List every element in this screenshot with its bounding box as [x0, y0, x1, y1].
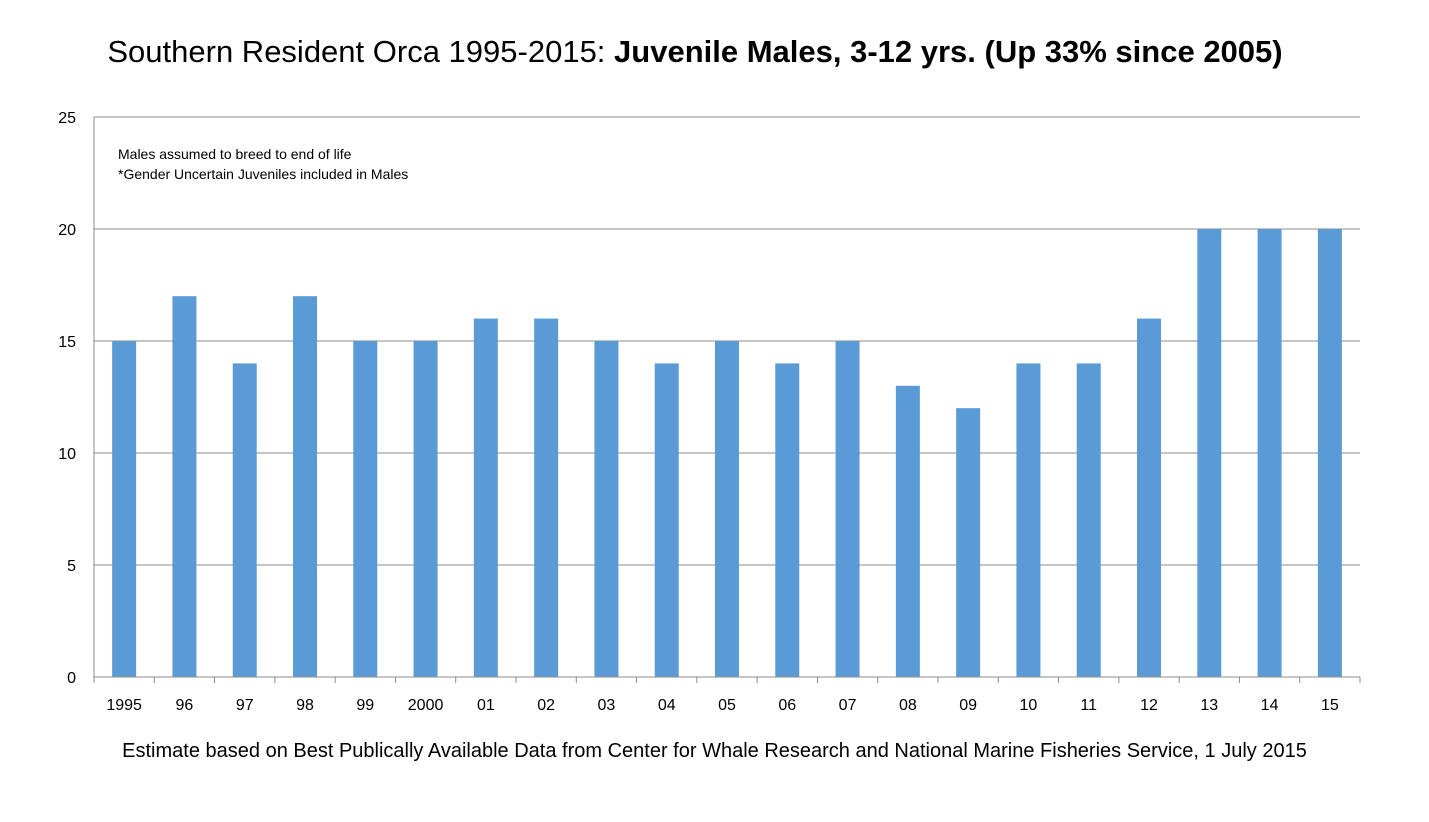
- y-tick-label: 5: [67, 558, 76, 575]
- axes: [93, 117, 1361, 683]
- bar: [895, 385, 920, 677]
- x-tick-label: 02: [537, 697, 555, 714]
- bar: [534, 318, 559, 677]
- x-tick-label: 11: [1080, 697, 1097, 714]
- chart-title-prefix: Southern Resident Orca 1995-2015:: [107, 34, 615, 69]
- bar: [1076, 363, 1101, 677]
- bar: [594, 341, 619, 677]
- bar: [172, 296, 197, 677]
- bar: [654, 363, 679, 677]
- x-tick-label: 10: [1020, 697, 1038, 714]
- annotations: Males assumed to breed to end of life *Ge…: [118, 146, 408, 182]
- x-tick-label: 98: [296, 697, 314, 714]
- bar: [232, 363, 257, 677]
- y-tick-label: 25: [58, 110, 76, 127]
- bar: [956, 408, 981, 677]
- bar: [353, 341, 378, 677]
- x-tick-label: 1995: [106, 697, 142, 714]
- y-tick-label: 15: [58, 334, 76, 351]
- x-tick-label: 06: [778, 697, 796, 714]
- x-tick-label: 97: [236, 697, 254, 714]
- bar: [112, 341, 137, 677]
- chart-title: Southern Resident Orca 1995-2015: Juveni…: [0, 34, 1390, 70]
- x-tick-label: 96: [176, 697, 194, 714]
- annotation: *Gender Uncertain Juveniles included in …: [118, 166, 408, 182]
- x-tick-label: 12: [1140, 697, 1158, 714]
- bar: [413, 341, 438, 677]
- bar: [1317, 229, 1342, 677]
- x-tick-label: 09: [959, 697, 977, 714]
- bar: [293, 296, 317, 677]
- x-tick-label: 07: [839, 697, 857, 714]
- x-tick-label: 08: [899, 697, 917, 714]
- source-note: Estimate based on Best Publically Availa…: [122, 740, 1307, 762]
- y-tick-label: 10: [58, 446, 76, 463]
- bar: [775, 363, 800, 677]
- x-tick-label: 2000: [408, 697, 444, 714]
- x-tick-label: 01: [477, 697, 495, 714]
- bar: [835, 341, 860, 677]
- bar: [1137, 318, 1161, 677]
- bars: [112, 229, 1342, 677]
- x-tick-label: 14: [1261, 697, 1279, 714]
- y-tick-label: 20: [58, 222, 76, 239]
- bar: [715, 341, 739, 677]
- chart-title-bold: Juvenile Males, 3-12 yrs. (Up 33% since …: [614, 34, 1283, 69]
- x-tick-label: 04: [658, 697, 676, 714]
- x-tick-label: 99: [356, 697, 374, 714]
- x-tick-label: 13: [1200, 697, 1218, 714]
- x-tick-labels: 1995 96 97 98 99 2000 01 02 03 04 05 06 07 08 09 10 11 12…: [106, 697, 1339, 714]
- bar: [1016, 363, 1041, 677]
- bar: [473, 318, 498, 677]
- bar: [1257, 229, 1282, 677]
- x-tick-label: 03: [598, 697, 616, 714]
- y-tick-labels: 0 5 10 15 20 25: [58, 110, 76, 687]
- annotation: Males assumed to breed to end of life: [118, 146, 352, 162]
- bar: [1197, 229, 1222, 677]
- y-tick-label: 0: [67, 670, 76, 687]
- x-tick-label: 15: [1321, 697, 1339, 714]
- x-tick-label: 05: [718, 697, 736, 714]
